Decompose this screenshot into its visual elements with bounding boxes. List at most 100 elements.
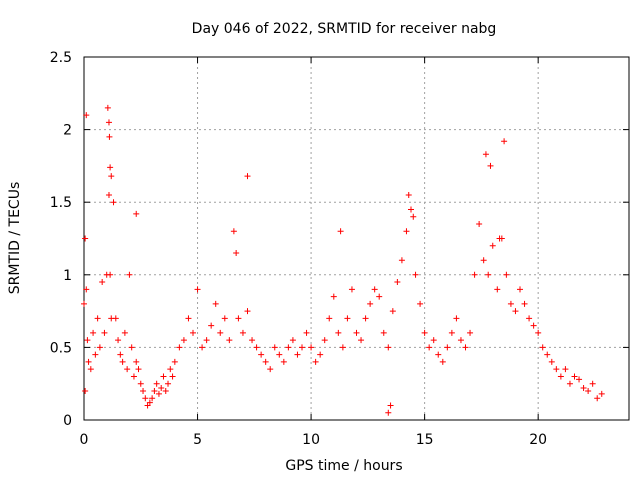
data-point [330,293,337,300]
data-point [107,271,114,278]
data-point [539,344,546,351]
data-point [594,395,601,402]
x-tick-label: 0 [80,432,89,448]
data-point [221,315,228,322]
data-point [494,286,501,293]
data-point [598,390,605,397]
data-point [389,308,396,315]
data-point [105,119,112,126]
data-point [249,337,256,344]
data-point [326,315,333,322]
data-point [158,385,165,392]
x-tick-label: 20 [529,432,547,448]
data-point [394,279,401,286]
data-point [153,380,160,387]
data-point [84,337,91,344]
data-point [194,286,201,293]
grid-lines [84,57,629,420]
data-point [101,329,108,336]
data-point [553,366,560,373]
x-tick-label: 10 [302,432,320,448]
data-point [376,293,383,300]
data-point [82,387,89,394]
x-tick-label: 5 [193,432,202,448]
data-point [548,358,555,365]
data-point [585,387,592,394]
data-point [230,228,237,235]
data-point [233,250,240,257]
data-point [262,358,269,365]
data-point [439,358,446,365]
data-point [405,191,412,198]
y-tick-label: 1 [63,268,72,284]
data-point [171,358,178,365]
data-point [110,199,117,206]
data-point [106,133,113,140]
data-point [87,366,94,373]
data-point [85,358,92,365]
data-point [267,366,274,373]
data-point [185,315,192,322]
data-point [176,344,183,351]
data-point [421,329,428,336]
data-point [108,173,115,180]
x-tick-label: 15 [416,432,434,448]
data-point [142,395,149,402]
data-point [371,286,378,293]
data-point [521,300,528,307]
data-point [90,329,97,336]
data-point [285,344,292,351]
data-point [146,399,153,406]
data-point [133,210,140,217]
y-tick-label: 2 [63,123,72,139]
data-point [162,387,169,394]
data-point [430,337,437,344]
data-point [501,138,508,145]
data-point [83,112,90,119]
data-point [217,329,224,336]
data-point [387,402,394,409]
data-point [117,351,124,358]
data-point [467,329,474,336]
data-point [435,351,442,358]
data-point [426,344,433,351]
data-point [244,308,251,315]
data-point [112,315,119,322]
data-point [353,329,360,336]
data-point [571,373,578,380]
x-axis-label: GPS time / hours [285,458,402,474]
data-point [160,373,167,380]
data-point [385,344,392,351]
data-point [130,373,137,380]
data-point [444,344,451,351]
data-point [135,366,142,373]
data-point [137,380,144,387]
data-point [339,344,346,351]
data-point [453,315,460,322]
data-point [124,366,131,373]
data-point [303,329,310,336]
data-point [165,380,172,387]
data-point [121,329,128,336]
data-point [294,351,301,358]
data-point [99,279,106,286]
data-point [239,329,246,336]
data-point [226,337,233,344]
data-point [133,358,140,365]
data-point [544,351,551,358]
data-point [92,351,99,358]
data-point [258,351,265,358]
y-tick-label: 2.5 [50,50,72,66]
data-point [412,271,419,278]
data-point [344,315,351,322]
data-point [119,358,126,365]
data-point [566,380,573,387]
data-point [317,351,324,358]
y-tick-label: 0.5 [50,340,72,356]
data-point [81,300,87,307]
data-point [94,315,101,322]
data-point [180,337,187,344]
data-point [212,300,219,307]
data-point [208,322,215,329]
